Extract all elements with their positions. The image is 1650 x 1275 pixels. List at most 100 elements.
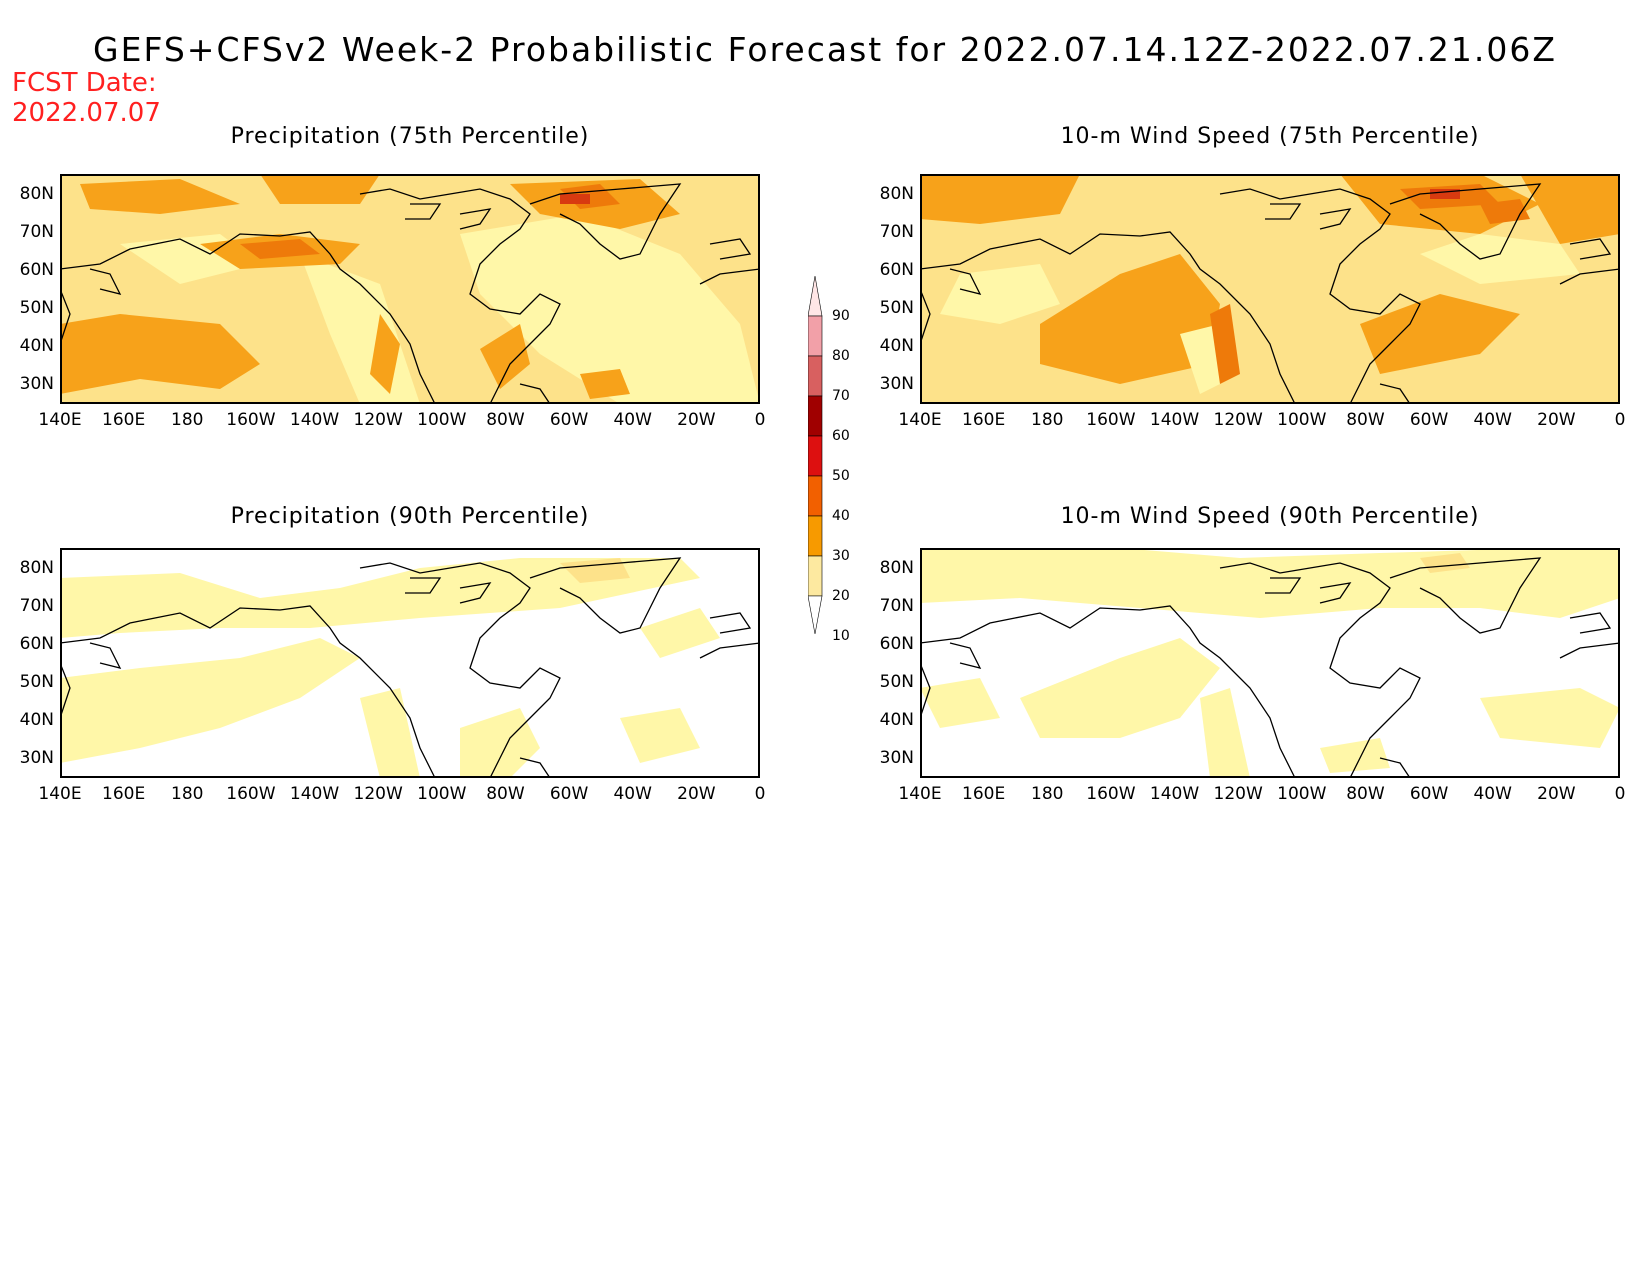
coastline [920, 231, 1296, 404]
coastline [60, 288, 71, 345]
lon-tick-label: 160E [962, 410, 1006, 430]
coastline [949, 642, 982, 669]
probability-contour-fill [920, 174, 1080, 224]
probability-contour-fill [240, 239, 320, 259]
lon-tick-label: 60W [549, 784, 589, 804]
coastline [1219, 562, 1421, 778]
coastline [1265, 577, 1302, 594]
probability-contour-fill [60, 638, 360, 763]
probability-contour-fill [460, 214, 760, 404]
panel-title-wind-75: 10-m Wind Speed (75th Percentile) [1060, 124, 1480, 149]
forecast-date-label: FCST Date: [12, 68, 157, 98]
coastline [89, 268, 122, 295]
coastline [359, 562, 561, 778]
coastline [699, 268, 760, 285]
probability-contour-fill [560, 194, 590, 204]
map-panel-wind-75 [920, 174, 1620, 404]
lat-tick-label: 50N [879, 672, 914, 692]
coastline [1265, 203, 1302, 220]
lat-tick-label: 70N [19, 596, 54, 616]
colorbar-tick-label: 80 [832, 348, 850, 364]
coastline [459, 208, 492, 230]
probability-contour-fill [60, 558, 700, 638]
panel-title-wind-90: 10-m Wind Speed (90th Percentile) [1060, 504, 1480, 529]
lat-tick-label: 70N [19, 222, 54, 242]
lat-tick-label: 80N [19, 184, 54, 204]
lon-tick-label: 160W [226, 410, 276, 430]
lon-tick-label: 160W [1086, 410, 1136, 430]
lon-tick-label: 100W [417, 410, 467, 430]
lon-tick-label: 140E [898, 410, 942, 430]
coastline [1569, 612, 1612, 634]
lon-tick-label: 80W [1346, 784, 1385, 804]
coastline [60, 231, 436, 404]
probability-contour-fill [60, 314, 260, 394]
coastline [60, 662, 71, 719]
probability-contour-fill [1210, 304, 1240, 384]
coastline [1219, 188, 1421, 404]
lat-tick-label: 80N [879, 558, 914, 578]
lon-tick-label: 20W [1537, 784, 1576, 804]
main-title: GEFS+CFSv2 Week-2 Probabilistic Forecast… [93, 30, 1557, 69]
lon-tick-label: 80W [1346, 410, 1385, 430]
coastline [920, 288, 931, 345]
lon-tick-label: 120W [353, 784, 403, 804]
lon-tick-label: 0 [1614, 410, 1626, 430]
coastline [949, 268, 982, 295]
coastline [1569, 238, 1612, 260]
lon-tick-label: 20W [677, 784, 716, 804]
coastline [1379, 757, 1411, 778]
lat-tick-label: 80N [19, 558, 54, 578]
map-panel-precip-90 [60, 548, 760, 778]
lon-tick-label: 120W [353, 410, 403, 430]
probability-contour-fill [580, 369, 630, 399]
coastline [1389, 183, 1542, 260]
probability-contour-fill [1040, 254, 1220, 384]
colorbar-tick-label: 20 [832, 588, 850, 604]
coastline [699, 642, 760, 659]
probability-contour-fill [1360, 294, 1520, 374]
probability-contour-fill [1320, 738, 1390, 773]
lat-tick-label: 30N [19, 748, 54, 768]
colorbar-segment [808, 555, 823, 597]
colorbar-top-arrow [808, 276, 823, 317]
lon-tick-label: 120W [1213, 784, 1263, 804]
coastline [920, 662, 931, 719]
lon-tick-label: 180 [1031, 784, 1064, 804]
lon-tick-label: 80W [486, 784, 525, 804]
probability-contour-fill [620, 708, 700, 763]
lat-tick-label: 50N [19, 672, 54, 692]
map-frame [920, 548, 1620, 778]
lat-tick-label: 80N [879, 184, 914, 204]
coastline [519, 383, 551, 404]
lon-tick-label: 20W [1537, 410, 1576, 430]
lon-tick-label: 160W [1086, 784, 1136, 804]
probability-contour-fill [940, 264, 1060, 324]
map-frame [920, 174, 1620, 404]
coastline [709, 238, 752, 260]
lon-tick-label: 40W [1473, 784, 1512, 804]
colorbar-segment [808, 475, 823, 517]
colorbar-tick-label: 50 [832, 468, 850, 484]
lat-tick-label: 50N [879, 298, 914, 318]
lat-tick-label: 40N [19, 336, 54, 356]
probability-contour-fill [1420, 553, 1470, 573]
coastline [1319, 208, 1352, 230]
probability-contour-fill [1480, 688, 1620, 748]
lon-tick-label: 120W [1213, 410, 1263, 430]
lon-tick-label: 140W [289, 784, 340, 804]
lon-tick-label: 140E [38, 784, 82, 804]
coastline [709, 612, 752, 634]
lon-tick-label: 160W [226, 784, 276, 804]
colorbar-segment [808, 515, 823, 557]
coastline [920, 605, 1296, 778]
forecast-date-value: 2022.07.07 [12, 98, 161, 128]
panel-title-precip-90: Precipitation (90th Percentile) [230, 504, 590, 529]
lon-tick-label: 0 [754, 784, 766, 804]
lon-tick-label: 40W [1473, 410, 1512, 430]
lon-tick-label: 100W [1277, 410, 1327, 430]
lon-tick-label: 140W [1149, 410, 1200, 430]
lon-tick-label: 40W [613, 784, 652, 804]
lat-tick-label: 60N [19, 634, 54, 654]
lon-tick-label: 60W [1409, 784, 1449, 804]
